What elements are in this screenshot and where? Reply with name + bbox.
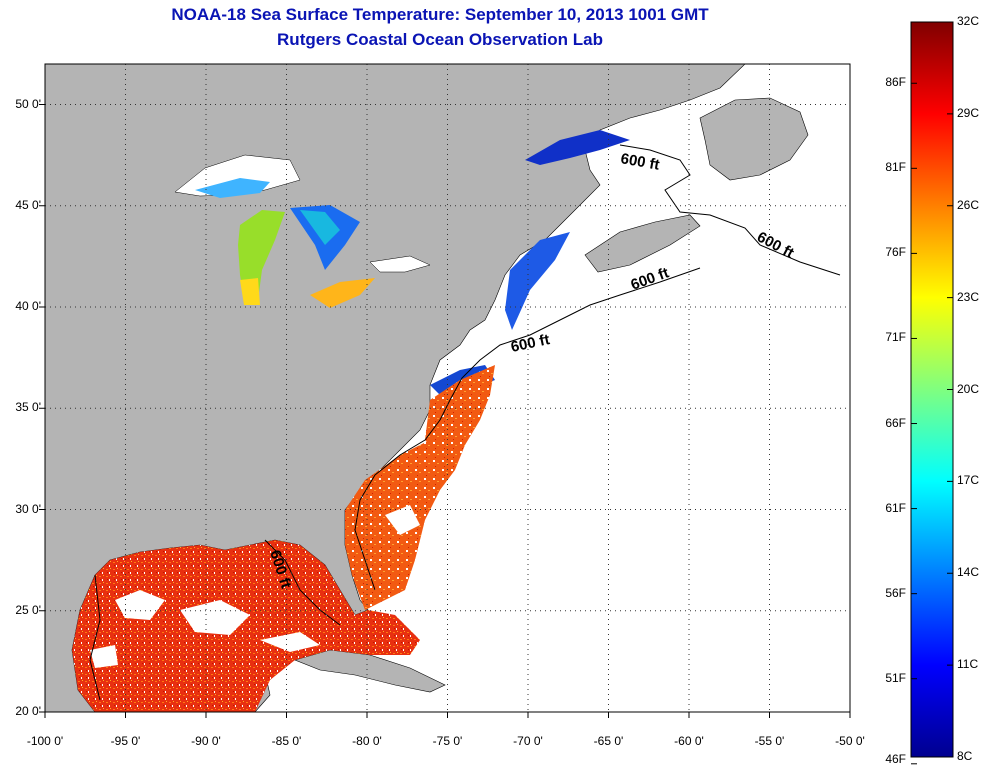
sst-st-lawrence	[525, 130, 630, 165]
x-tick-label: -90 0'	[191, 734, 221, 748]
x-tick-label: -55 0'	[754, 734, 785, 748]
x-tick-label: -100 0'	[26, 734, 64, 748]
colorbar-fahrenheit-label: 76F	[885, 245, 906, 260]
map-area	[45, 64, 850, 712]
colorbar-fahrenheit-label: 71F	[885, 330, 906, 345]
x-tick-label: -60 0'	[674, 734, 704, 748]
colorbar-celsius-label: 32C	[957, 14, 980, 28]
contour-label: 600 ft	[619, 150, 661, 174]
y-tick-label: 20 0'	[15, 704, 41, 718]
land-newfoundland	[699, 97, 809, 181]
colorbar-celsius-label: 14C	[957, 565, 980, 580]
colorbar-celsius-label: 26C	[957, 197, 980, 212]
map-title: NOAA-18 Sea Surface Temperature: Septemb…	[171, 5, 709, 24]
colorbar-fahrenheit-label: 46F	[885, 752, 906, 766]
great-lakes	[174, 154, 431, 308]
y-tick-label: 40 0'	[15, 299, 41, 313]
isobath-600ft	[89, 144, 841, 701]
x-tick-label: -70 0'	[513, 734, 543, 748]
colorbar-celsius-label: 29C	[957, 105, 980, 120]
colorbar-celsius-label: 17C	[957, 473, 980, 488]
colorbar-fahrenheit-label: 56F	[885, 585, 906, 600]
y-tick-label: 45 0'	[15, 197, 41, 212]
y-tick-label: 35 0'	[15, 400, 41, 415]
sst-gulf-of-mexico	[72, 540, 420, 712]
sst-gulf-of-maine	[505, 232, 570, 330]
x-tick-label: -85 0'	[271, 734, 302, 748]
y-tick-label: 30 0'	[15, 501, 41, 516]
x-tick-label: -65 0'	[593, 734, 624, 748]
colorbar-celsius-label: 11C	[957, 657, 979, 672]
sst-mid-atlantic-warm	[425, 365, 495, 455]
colorbar-celsius-label: 23C	[957, 289, 980, 304]
colorbar-ticks	[911, 21, 953, 765]
y-tick-label: 25 0'	[15, 602, 41, 617]
x-tick-label: -95 0'	[110, 734, 141, 748]
colorbar-fahrenheit-label: 51F	[885, 670, 906, 685]
colorbar-fahrenheit-label: 81F	[885, 160, 906, 175]
colorbar-celsius-label: 20C	[957, 381, 980, 396]
colorbar-fahrenheit-label: 66F	[885, 415, 906, 430]
x-tick-label: -75 0'	[432, 734, 463, 748]
lat-lon-grid	[45, 64, 850, 712]
map-subtitle: Rutgers Coastal Ocean Observation Lab	[277, 30, 603, 49]
colorbar-celsius-label: 8C	[957, 749, 973, 763]
x-tick-label: -80 0'	[352, 734, 382, 748]
x-tick-label: -50 0'	[835, 734, 865, 748]
colorbar	[910, 21, 954, 758]
colorbar-fahrenheit-label: 86F	[885, 75, 906, 90]
colorbar-fahrenheit-label: 61F	[885, 500, 906, 515]
axis-ticks	[39, 104, 851, 718]
y-tick-label: 50 0'	[15, 96, 41, 111]
